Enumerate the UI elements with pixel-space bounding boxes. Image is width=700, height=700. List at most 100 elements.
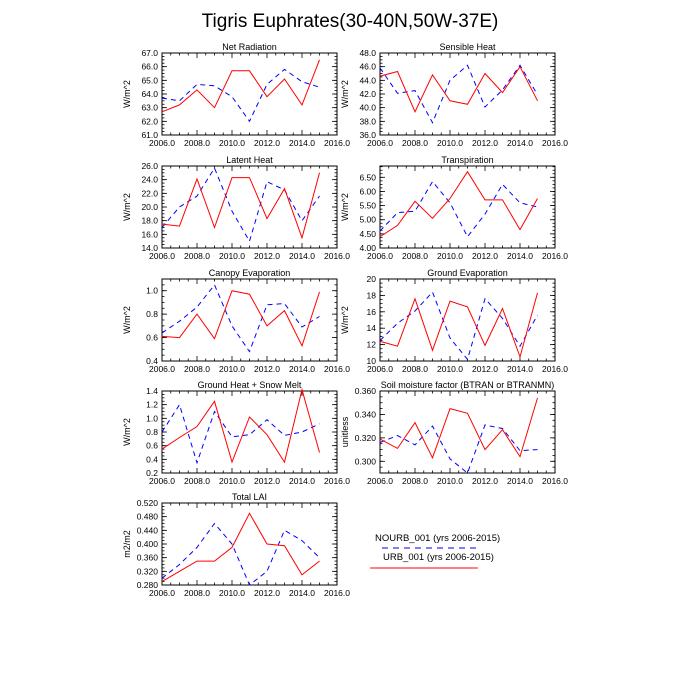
panel-frame — [379, 390, 556, 474]
y-tick-label: 5.50 — [359, 201, 376, 211]
x-tick-label: 2012.0 — [254, 138, 280, 148]
panel-7: Soil moisture factor (BTRAN or BTRANMN) 2… — [340, 380, 568, 486]
x-tick-label: 2012.0 — [254, 364, 280, 374]
y-tick-label: 14.0 — [141, 243, 158, 253]
y-tick-label: 16.0 — [141, 229, 158, 239]
series-line-urb — [379, 397, 538, 460]
y-tick-label: 0.340 — [355, 409, 377, 419]
y-tick-label: 48.0 — [359, 48, 376, 58]
y-axis-label: m2/m2 — [122, 530, 132, 558]
y-tick-label: 12 — [367, 340, 377, 350]
y-tick-label: 67.0 — [141, 48, 158, 58]
panel-1: Sensible Heat 2006.0 2008.0 2010.0 2012.0 201… — [340, 42, 568, 148]
x-tick-label: 2008.0 — [184, 364, 210, 374]
y-tick-label: 18.0 — [141, 216, 158, 226]
panel-0: Net Radiation 2006.0 2008.0 2010.0 2012.0 201… — [122, 42, 350, 148]
x-tick-label: 2006.0 — [367, 476, 393, 486]
x-tick-label: 2008.0 — [184, 476, 210, 486]
y-tick-label: 1.0 — [146, 286, 158, 296]
x-tick-label: 2014.0 — [289, 251, 315, 261]
y-tick-label: 0.300 — [355, 456, 377, 466]
x-tick-label: 2014.0 — [289, 476, 315, 486]
series-line-urb — [161, 512, 320, 583]
x-tick-label: 2010.0 — [219, 588, 245, 598]
y-tick-label: 61.0 — [141, 130, 158, 140]
y-tick-label: 20.0 — [141, 202, 158, 212]
x-tick-label: 2006.0 — [149, 138, 175, 148]
y-tick-label: 18 — [367, 290, 377, 300]
x-tick-label: 2016.0 — [324, 138, 350, 148]
y-axis-label: W/m^2 — [122, 193, 132, 221]
y-tick-label: 5.00 — [359, 215, 376, 225]
y-tick-label: 0.6 — [146, 441, 158, 451]
y-tick-label: 24.0 — [141, 175, 158, 185]
x-tick-label: 2006.0 — [367, 138, 393, 148]
y-tick-label: 0.320 — [137, 566, 159, 576]
x-tick-label: 2008.0 — [402, 364, 428, 374]
y-tick-label: 14 — [367, 323, 377, 333]
y-tick-label: 36.0 — [359, 130, 376, 140]
x-tick-label: 2012.0 — [472, 251, 498, 261]
series-line-nourb — [161, 68, 320, 123]
x-tick-label: 2006.0 — [149, 588, 175, 598]
x-tick-label: 2012.0 — [472, 138, 498, 148]
y-tick-label: 6.50 — [359, 172, 376, 182]
legend-label-nourb: NOURB_001 (yrs 2006-2015) — [375, 533, 500, 544]
x-tick-label: 2008.0 — [402, 476, 428, 486]
y-tick-label: 1.2 — [146, 400, 158, 410]
y-tick-label: 46.0 — [359, 62, 376, 72]
x-tick-label: 2016.0 — [324, 251, 350, 261]
panel-title: Soil moisture factor (BTRAN or BTRANMN) — [381, 380, 555, 390]
series-line-nourb — [379, 291, 538, 361]
x-tick-label: 2010.0 — [219, 364, 245, 374]
y-tick-label: 38.0 — [359, 116, 376, 126]
y-tick-label: 0.320 — [355, 433, 377, 443]
series-line-nourb — [161, 283, 320, 353]
series-line-urb — [161, 172, 320, 240]
series-line-urb — [161, 387, 320, 464]
x-tick-label: 2012.0 — [472, 364, 498, 374]
panel-title: Latent Heat — [226, 155, 273, 165]
series-line-nourb — [161, 522, 320, 586]
x-tick-label: 2010.0 — [437, 476, 463, 486]
x-tick-label: 2010.0 — [219, 251, 245, 261]
y-tick-label: 0.360 — [355, 386, 377, 396]
y-tick-label: 0.480 — [137, 512, 159, 522]
y-tick-label: 0.4 — [146, 454, 158, 464]
series-line-urb — [161, 290, 320, 348]
x-tick-label: 2008.0 — [402, 251, 428, 261]
panel-frame — [161, 52, 338, 136]
y-tick-label: 16 — [367, 307, 377, 317]
panel-4: Canopy Evaporation 2006.0 2008.0 2010.0 2012… — [122, 268, 350, 374]
y-tick-label: 0.440 — [137, 525, 159, 535]
y-axis-label: W/m^2 — [122, 306, 132, 334]
x-tick-label: 2014.0 — [289, 138, 315, 148]
y-tick-label: 0.2 — [146, 468, 158, 478]
y-tick-label: 66.0 — [141, 62, 158, 72]
series-line-nourb — [379, 64, 538, 124]
y-tick-label: 0.280 — [137, 580, 159, 590]
x-tick-label: 2014.0 — [507, 364, 533, 374]
panel-frame — [379, 165, 556, 249]
x-tick-label: 2006.0 — [149, 251, 175, 261]
x-tick-label: 2012.0 — [254, 476, 280, 486]
panel-8: Total LAI 2006.0 2008.0 2010.0 2012.0 2014.0 2… — [122, 492, 350, 598]
series-line-urb — [379, 292, 538, 359]
panel-6: Ground Heat + Snow Melt 2006.0 2008.0 2010.… — [122, 380, 350, 486]
x-tick-label: 2016.0 — [324, 364, 350, 374]
y-tick-label: 62.0 — [141, 116, 158, 126]
x-tick-label: 2010.0 — [219, 476, 245, 486]
series-line-nourb — [161, 167, 320, 243]
panel-3: Transpiration 2006.0 2008.0 2010.0 2012.0 201… — [340, 155, 568, 261]
y-tick-label: 64.0 — [141, 89, 158, 99]
panel-frame — [161, 502, 338, 586]
panel-title: Ground Heat + Snow Melt — [198, 380, 302, 390]
panel-frame — [379, 278, 556, 362]
legend-label-urb: URB_001 (yrs 2006-2015) — [383, 552, 494, 563]
y-tick-label: 1.0 — [146, 413, 158, 423]
x-tick-label: 2006.0 — [149, 476, 175, 486]
y-tick-label: 1.4 — [146, 386, 158, 396]
legend: NOURB_001 (yrs 2006-2015) URB_001 (yrs 2… — [370, 533, 500, 569]
figure-title: Tigris Euphrates(30-40N,50W-37E) — [202, 11, 499, 32]
